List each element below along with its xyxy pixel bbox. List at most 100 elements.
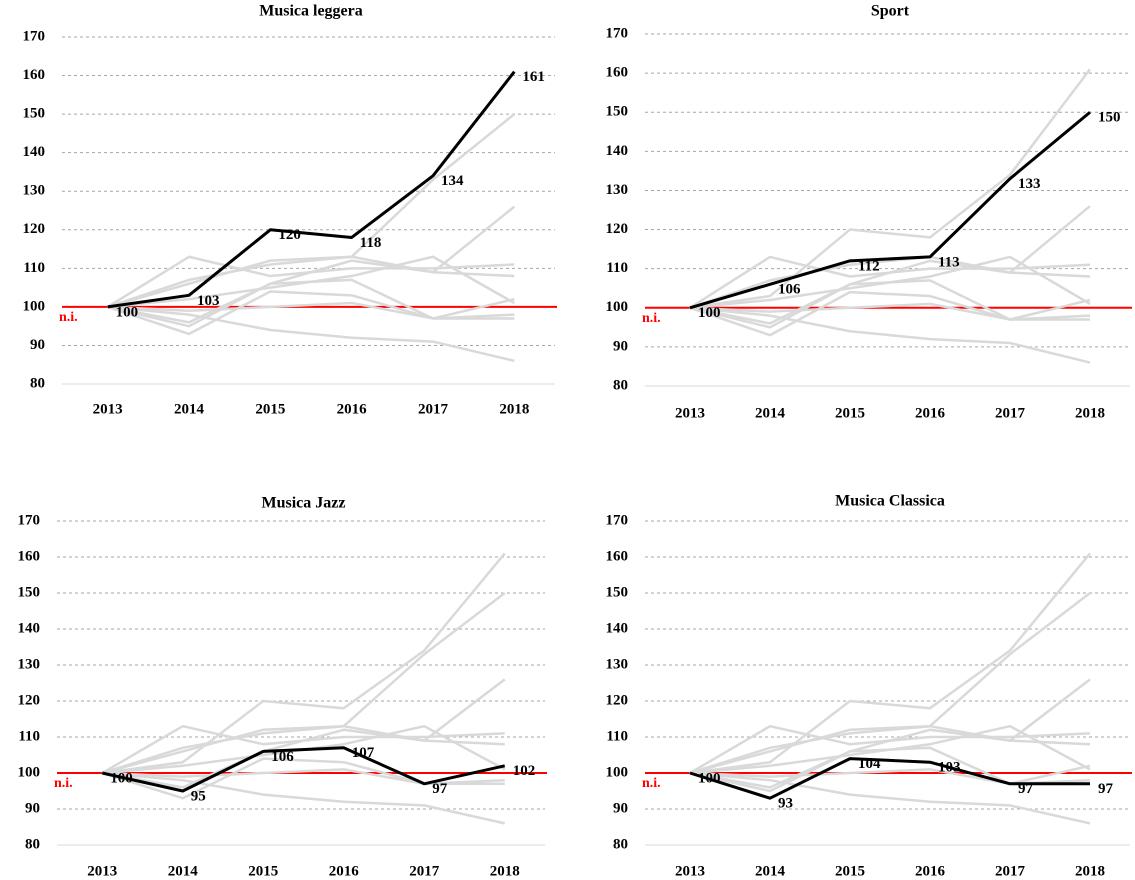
- x-tick-label: 2018: [499, 401, 529, 417]
- background-line: [689, 255, 1091, 309]
- y-tick-label: 130: [18, 656, 41, 672]
- data-label: 134: [441, 173, 464, 189]
- x-tick-label: 2017: [995, 405, 1026, 421]
- data-label: 120: [278, 227, 301, 243]
- x-tick-label: 2013: [675, 405, 705, 421]
- y-tick-label: 90: [613, 800, 628, 816]
- background-line: [102, 771, 506, 825]
- background-line: [107, 255, 515, 309]
- y-tick-label: 90: [30, 337, 45, 353]
- x-tick-label: 2014: [755, 405, 786, 421]
- y-tick-label: 140: [18, 620, 41, 636]
- y-tick-label: 100: [606, 764, 629, 780]
- data-label: 113: [938, 254, 960, 270]
- y-tick-label: 170: [606, 25, 629, 41]
- y-tick-label: 130: [23, 183, 46, 199]
- background-line: [107, 113, 516, 309]
- y-tick-label: 110: [23, 260, 45, 276]
- x-tick-label: 2017: [409, 863, 440, 879]
- data-label: 100: [698, 770, 721, 786]
- background-line: [102, 678, 506, 789]
- y-tick-label: 170: [606, 512, 629, 528]
- y-tick-label: 90: [25, 800, 40, 816]
- data-label: 106: [778, 282, 801, 298]
- x-tick-label: 2018: [1075, 863, 1105, 879]
- data-label: 112: [858, 258, 880, 274]
- panel-title: Musica Jazz: [262, 495, 346, 512]
- x-tick-label: 2014: [174, 401, 205, 417]
- y-tick-label: 160: [606, 65, 629, 81]
- y-tick-label: 140: [606, 620, 629, 636]
- panel: Musica Jazz 80 90 100 110 120 130 140 150 160 170 2…: [18, 495, 547, 879]
- x-tick-label: 2016: [329, 863, 360, 879]
- x-tick-label: 2016: [915, 863, 946, 879]
- y-tick-label: 110: [606, 260, 628, 276]
- data-label: 118: [360, 235, 382, 251]
- x-tick-label: 2013: [93, 401, 123, 417]
- y-tick-label: 160: [23, 67, 46, 83]
- x-tick-label: 2014: [168, 863, 199, 879]
- x-tick-label: 2015: [248, 863, 278, 879]
- data-label: 97: [1018, 781, 1034, 797]
- y-tick-label: 80: [613, 836, 628, 852]
- panel: Sport 80 90 100 110 120 130 140 150 160 170 2013 201…: [606, 3, 1132, 421]
- background-line: [107, 301, 515, 320]
- data-label: 97: [1098, 781, 1114, 797]
- y-tick-label: 100: [606, 299, 629, 315]
- x-tick-label: 2015: [835, 863, 865, 879]
- reference-label: n.i.: [642, 776, 661, 791]
- panel: Musica leggera 80 90 100 110 120 130 140 150 160 1…: [23, 3, 557, 417]
- background-line: [689, 678, 1091, 789]
- y-tick-label: 160: [18, 548, 41, 564]
- background-line: [102, 768, 505, 786]
- highlight-line: [689, 757, 1090, 800]
- y-tick-label: 80: [25, 836, 40, 852]
- y-tick-label: 120: [23, 221, 46, 237]
- panel-title: Musica leggera: [259, 3, 363, 20]
- y-tick-label: 140: [23, 144, 46, 160]
- panel-title: Musica Classica: [835, 493, 945, 510]
- background-line: [102, 552, 506, 775]
- y-tick-label: 150: [18, 584, 41, 600]
- reference-label: n.i.: [642, 311, 661, 326]
- background-line: [689, 771, 1091, 825]
- data-label: 97: [432, 781, 448, 797]
- x-tick-label: 2018: [490, 863, 520, 879]
- data-label: 133: [1018, 176, 1041, 192]
- panel-title: Sport: [871, 3, 910, 20]
- data-label: 107: [352, 745, 375, 761]
- reference-label: n.i.: [59, 310, 78, 325]
- x-tick-label: 2015: [255, 401, 285, 417]
- data-label: 100: [698, 305, 721, 321]
- data-label: 104: [858, 756, 881, 772]
- y-tick-label: 80: [613, 377, 628, 393]
- y-tick-label: 150: [606, 584, 629, 600]
- y-tick-label: 80: [30, 375, 45, 391]
- y-tick-label: 130: [606, 182, 629, 198]
- x-tick-label: 2017: [995, 863, 1026, 879]
- y-tick-label: 120: [18, 692, 41, 708]
- y-tick-label: 170: [18, 512, 41, 528]
- data-label: 95: [191, 788, 206, 804]
- y-tick-label: 120: [606, 692, 629, 708]
- data-label: 100: [110, 770, 133, 786]
- highlight-line: [689, 111, 1091, 310]
- x-tick-label: 2016: [337, 401, 368, 417]
- data-label: 161: [522, 69, 545, 85]
- x-tick-label: 2018: [1075, 405, 1105, 421]
- background-line: [689, 724, 1091, 775]
- reference-label: n.i.: [54, 776, 73, 791]
- background-line: [107, 255, 515, 309]
- y-tick-label: 100: [18, 764, 41, 780]
- data-label: 106: [271, 749, 294, 765]
- y-tick-label: 160: [606, 548, 629, 564]
- background-line: [107, 305, 515, 363]
- data-label: 93: [778, 796, 793, 812]
- background-line: [689, 306, 1091, 364]
- data-label: 102: [513, 763, 536, 779]
- background-line: [107, 205, 516, 324]
- y-tick-label: 140: [606, 143, 629, 159]
- background-line: [101, 592, 506, 775]
- data-label: 103: [197, 293, 220, 309]
- background-line: [689, 552, 1091, 775]
